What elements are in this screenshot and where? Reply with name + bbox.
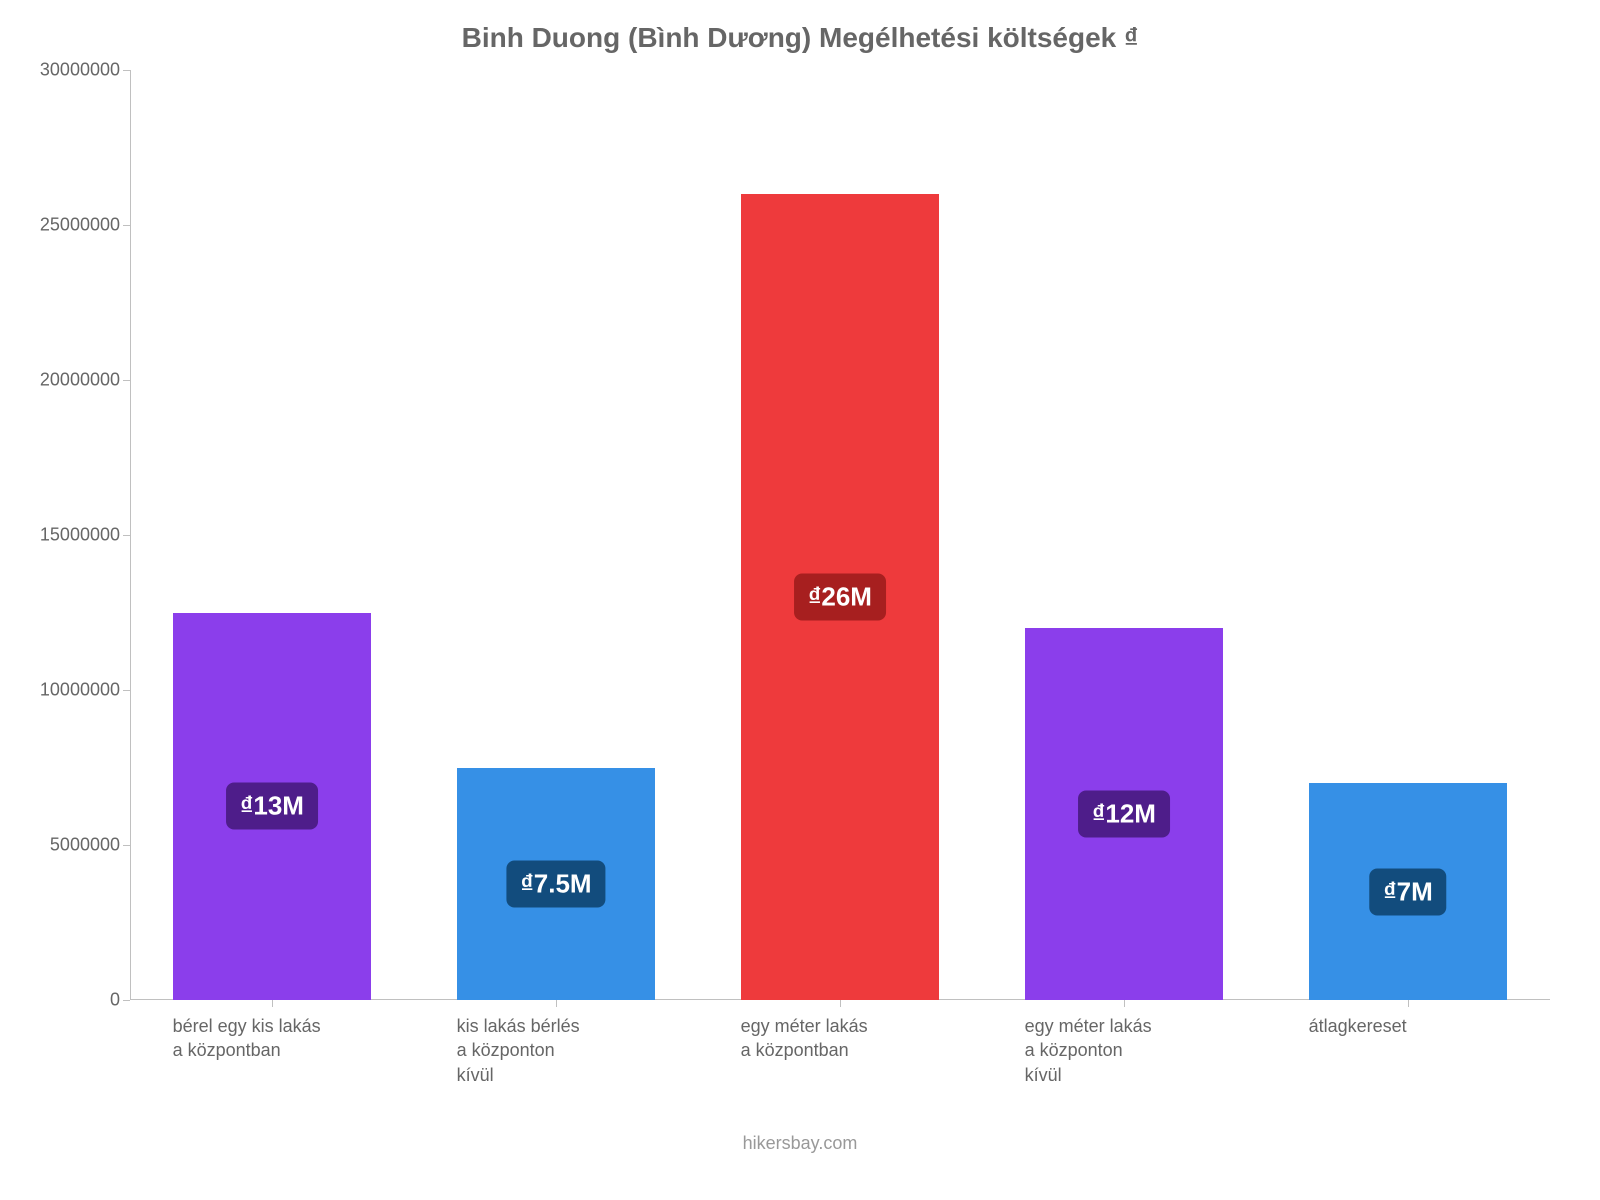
bar-value-label: ₫13M — [226, 783, 318, 830]
x-tick-label: egy méter lakása központban — [741, 1000, 960, 1063]
bar-value-label: ₫26M — [794, 574, 886, 621]
chart-title: Binh Duong (Bình Dương) Megélhetési költ… — [0, 22, 1600, 54]
bar-value-label: ₫12M — [1078, 791, 1170, 838]
y-axis-line — [130, 70, 131, 1000]
bar-value-label: ₫7M — [1369, 868, 1446, 915]
bar-value-label: ₫7.5M — [506, 860, 605, 907]
x-tick-label: bérel egy kis lakása központban — [173, 1000, 392, 1063]
y-tick-label: 20000000 — [40, 370, 130, 391]
x-tick-label: kis lakás bérlésa központonkívül — [457, 1000, 676, 1087]
chart-source: hikersbay.com — [0, 1133, 1600, 1154]
y-tick-label: 30000000 — [40, 60, 130, 81]
plot-area: 0500000010000000150000002000000025000000… — [130, 70, 1550, 1000]
chart-container: Binh Duong (Bình Dương) Megélhetési költ… — [0, 0, 1600, 1200]
y-tick-label: 10000000 — [40, 680, 130, 701]
x-tick-label: átlagkereset — [1309, 1000, 1528, 1038]
y-tick-label: 0 — [110, 990, 130, 1011]
y-tick-label: 25000000 — [40, 215, 130, 236]
x-tick-label: egy méter lakása központonkívül — [1025, 1000, 1244, 1087]
y-tick-label: 5000000 — [50, 835, 130, 856]
y-tick-label: 15000000 — [40, 525, 130, 546]
